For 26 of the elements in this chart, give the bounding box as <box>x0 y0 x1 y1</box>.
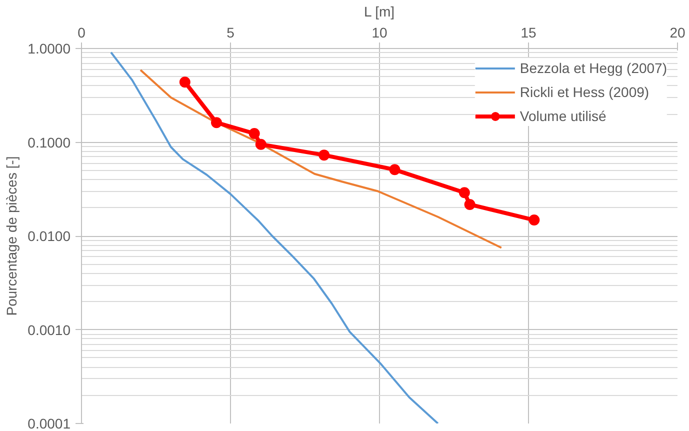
y-tick-label: 0.0010 <box>28 322 71 338</box>
x-tick-label: 20 <box>670 24 686 40</box>
point <box>389 164 400 176</box>
x-tick-label: 10 <box>372 24 388 40</box>
line-series <box>140 68 502 249</box>
y-tick-label: 0.0001 <box>28 416 71 431</box>
point <box>248 128 260 139</box>
point <box>528 214 540 226</box>
point <box>318 150 330 161</box>
y-tick-label: 0.0100 <box>28 228 71 244</box>
legend-label: Volume utilisé <box>520 108 606 124</box>
legend-label: Rickli et Hess (2009) <box>520 84 650 100</box>
x-tick-label: 5 <box>226 24 235 40</box>
legend-label: Bezzola et Hegg (2007) <box>520 60 667 76</box>
point <box>210 117 222 128</box>
line-series <box>110 51 439 424</box>
x-tick-label: 0 <box>78 24 86 40</box>
y-tick-label: 0.1000 <box>28 134 71 150</box>
point <box>179 76 190 88</box>
y-tick-label: 1.0000 <box>28 40 71 56</box>
x-tick-label: 15 <box>520 24 536 40</box>
x-axis-title: L [m] <box>364 4 395 20</box>
point <box>464 198 476 210</box>
point <box>255 138 266 150</box>
point <box>458 187 470 198</box>
y-axis-title: Pourcentage de pièces [-] <box>4 156 20 316</box>
